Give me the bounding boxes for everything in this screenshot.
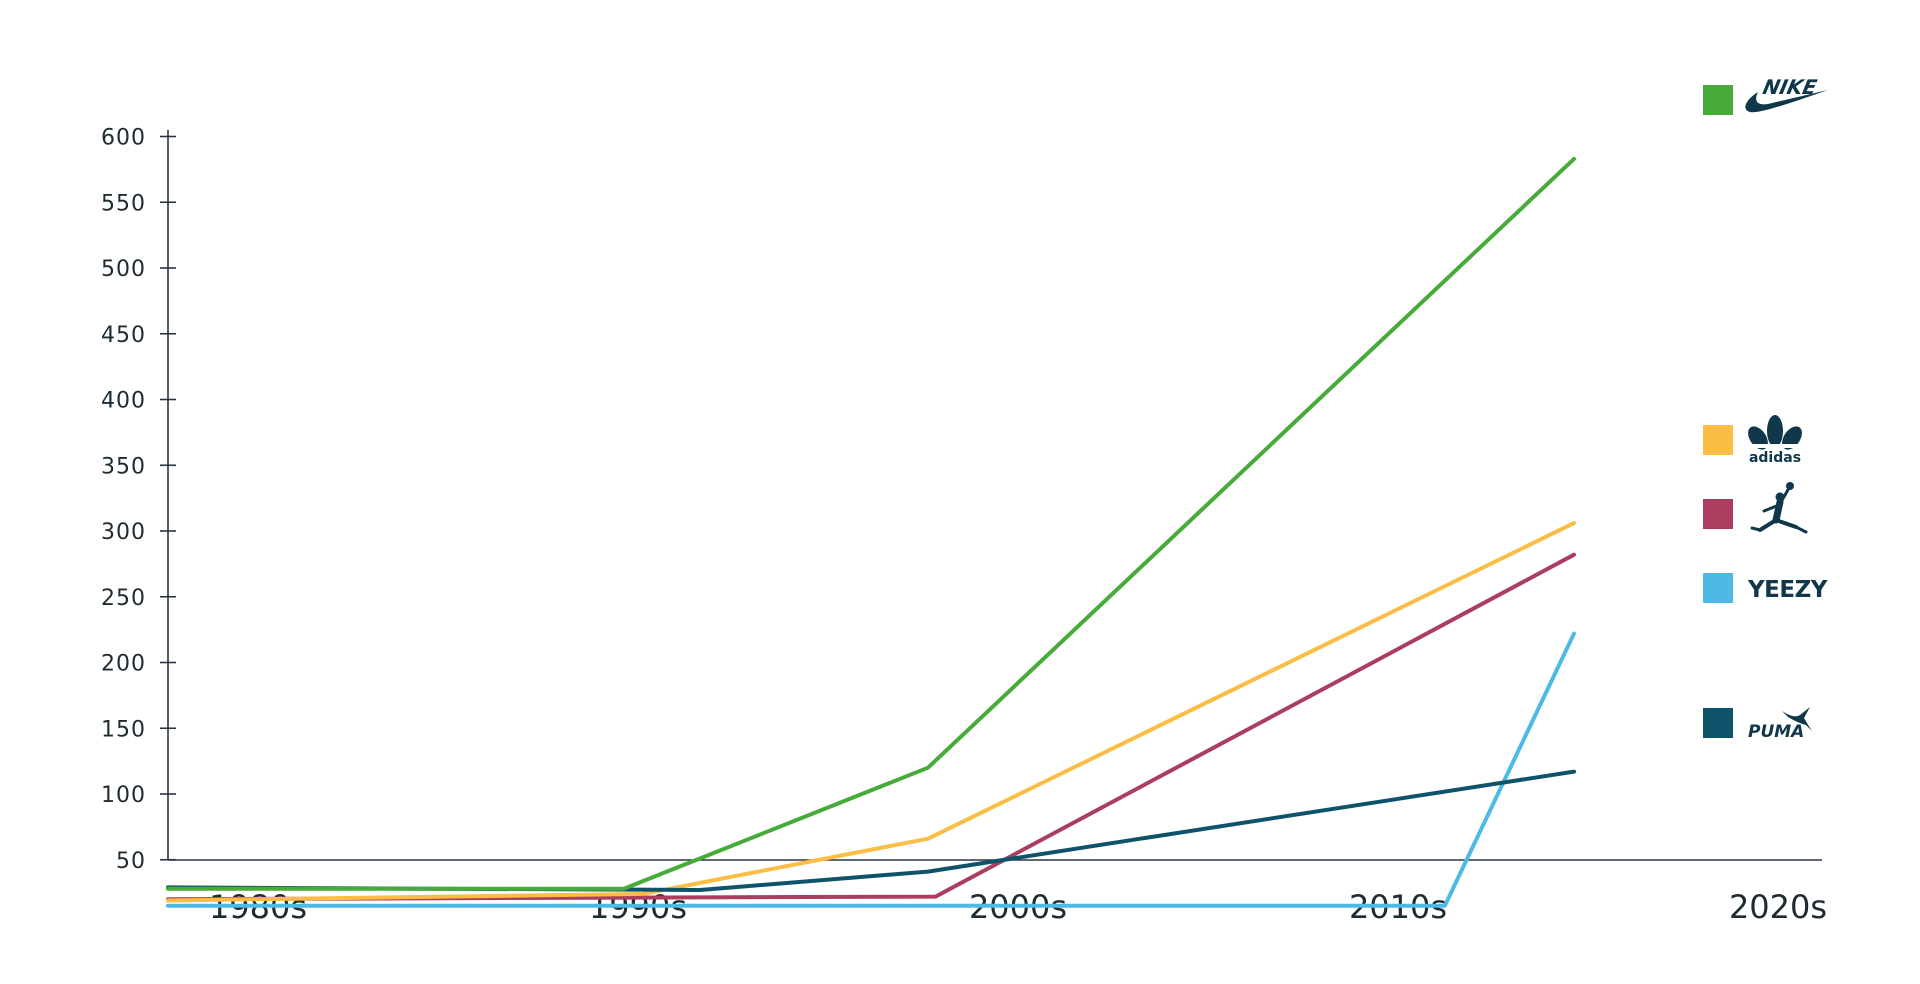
legend-item-yeezy: YEEZY — [1703, 573, 1828, 603]
trefoil-leaf-center — [1767, 415, 1783, 447]
y-tick-label: 300 — [101, 520, 146, 545]
y-tick-label: 500 — [101, 257, 146, 282]
jumpman-leg-right — [1774, 518, 1798, 529]
legend-item-jordan — [1703, 482, 1808, 534]
y-tick-label: 200 — [101, 652, 146, 677]
y-tick-label: 600 — [101, 126, 146, 151]
trefoil-leaf-left — [1748, 426, 1768, 450]
series-line-jordan — [166, 552, 1576, 902]
trefoil-gap — [1745, 444, 1805, 448]
y-tick-label: 550 — [101, 191, 146, 216]
legend: NIKE adidas YEEZY PUMA — [1703, 75, 1828, 742]
x-tick-label: 2020s — [1729, 888, 1827, 926]
nike-logo-icon: NIKE — [1745, 75, 1828, 113]
chart-axes — [167, 129, 1822, 861]
y-tick-label: 50 — [116, 849, 146, 874]
trefoil-leaf-right — [1782, 426, 1802, 450]
jumpman-arm-out — [1762, 503, 1781, 513]
puma-logo-text: PUMA — [1748, 722, 1804, 742]
y-tick-label: 100 — [101, 783, 146, 808]
yeezy-logo-text: YEEZY — [1747, 577, 1828, 603]
y-tick-label: 400 — [101, 389, 146, 414]
legend-swatch-yeezy — [1703, 573, 1733, 603]
legend-item-adidas: adidas — [1703, 415, 1805, 466]
series-lines — [166, 156, 1576, 908]
jumpman-foot-right — [1794, 525, 1808, 534]
nike-logo-text: NIKE — [1761, 75, 1820, 99]
legend-item-puma: PUMA — [1703, 707, 1812, 742]
series-line-yeezy — [166, 631, 1576, 908]
legend-swatch-puma — [1703, 708, 1733, 738]
y-tick-label: 350 — [101, 454, 146, 479]
legend-swatch-nike — [1703, 85, 1733, 115]
y-tick-label: 150 — [101, 717, 146, 742]
series-line-nike — [166, 156, 1576, 891]
jumpman-foot-left — [1750, 526, 1762, 532]
legend-swatch-jordan — [1703, 499, 1733, 529]
puma-logo-icon: PUMA — [1748, 707, 1812, 742]
y-tick-label: 450 — [101, 323, 146, 348]
jumpman-icon — [1750, 482, 1808, 534]
adidas-logo-text: adidas — [1749, 450, 1801, 466]
nike-swoosh-shape — [1745, 90, 1828, 113]
puma-cat-shape — [1782, 707, 1812, 731]
y-tick-label: 250 — [101, 586, 146, 611]
jumpman-arm-up — [1779, 486, 1791, 504]
jumpman-leg-left — [1758, 518, 1778, 532]
legend-item-nike: NIKE — [1703, 75, 1828, 115]
series-line-adidas — [166, 521, 1576, 903]
legend-swatch-adidas — [1703, 425, 1733, 455]
y-axis-ticks: 50 100 150 200 250 300 350 400 450 500 550 600 — [101, 126, 176, 874]
adidas-trefoil-icon: adidas — [1745, 415, 1805, 466]
